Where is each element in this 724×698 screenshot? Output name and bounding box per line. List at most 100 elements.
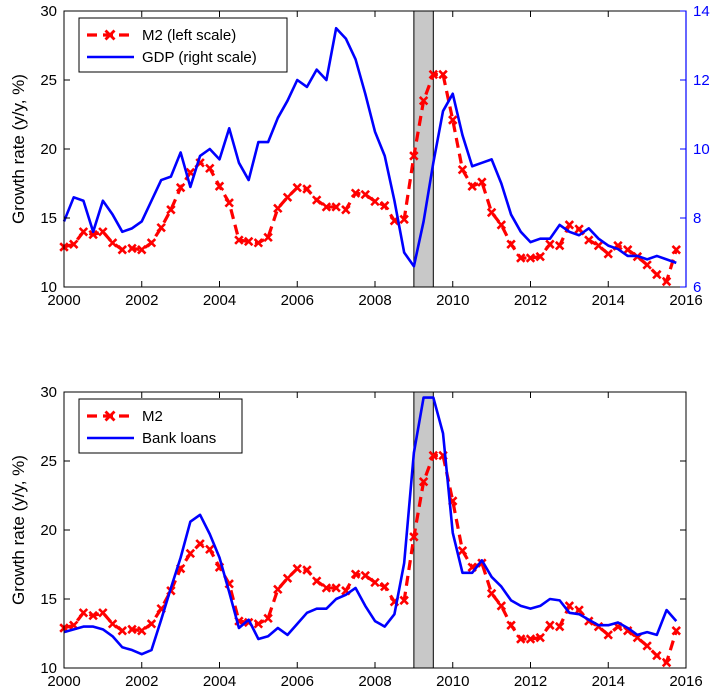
- data-point-m2: [88, 229, 98, 240]
- x-tick-label: 2002: [125, 292, 158, 309]
- data-point-m2: [535, 251, 545, 262]
- data-point-m2: [263, 232, 273, 243]
- x-tick-label: 2014: [592, 673, 625, 690]
- data-point-m2: [428, 69, 439, 80]
- x-tick-label: 2006: [281, 292, 314, 309]
- x-tick-label: 2012: [514, 292, 547, 309]
- data-point-m2: [428, 450, 439, 461]
- y-tick-label: 10: [40, 660, 57, 677]
- data-point-m2: [486, 588, 497, 599]
- data-point-m2: [661, 657, 672, 668]
- y2-tick-label: 10: [693, 141, 710, 158]
- x-tick-label: 2012: [514, 673, 547, 690]
- data-point-m2: [457, 164, 468, 175]
- data-point-m2: [584, 235, 594, 245]
- legend-marker: [104, 29, 116, 41]
- legend-label: GDP (right scale): [142, 49, 257, 66]
- x-tick-label: 2004: [203, 673, 236, 690]
- y-tick-label: 10: [40, 279, 57, 296]
- y-tick-label: 30: [40, 384, 57, 401]
- data-point-m2: [399, 214, 409, 225]
- legend-label: M2 (left scale): [142, 27, 236, 44]
- y2-tick-label: 8: [693, 210, 701, 227]
- y2-tick-label: 6: [693, 279, 701, 296]
- data-point-m2: [253, 619, 264, 629]
- data-point-m2: [321, 583, 332, 593]
- data-point-m2: [311, 195, 322, 205]
- legend: M2 Bank loans: [78, 398, 243, 454]
- data-point-m2: [292, 563, 302, 574]
- data-point-m2: [127, 624, 137, 635]
- data-point-m2: [671, 626, 682, 636]
- data-point-m2: [78, 227, 89, 237]
- series-line-m2: [63, 453, 678, 665]
- y-tick-label: 25: [40, 453, 57, 470]
- data-point-m2: [214, 181, 225, 191]
- data-point-m2: [418, 476, 429, 487]
- data-point-m2: [593, 240, 604, 251]
- legend-box: [78, 17, 288, 73]
- data-point-m2: [409, 151, 419, 161]
- series-line-gdp: [62, 26, 677, 268]
- data-point-m2: [127, 243, 137, 254]
- data-point-m2: [496, 601, 507, 611]
- y-tick-label: 30: [40, 3, 57, 20]
- legend: M2 (left scale) GDP (right scale): [78, 17, 288, 73]
- x-tick-label: 2000: [47, 673, 80, 690]
- data-point-m2: [205, 163, 215, 174]
- data-point-m2: [438, 69, 448, 80]
- data-point-m2: [564, 220, 575, 230]
- chart-1: 2000 2002 2004 2006 2008 2010 2012 2014 20161015…: [9, 3, 710, 309]
- data-point-m2: [370, 577, 380, 588]
- data-point-m2: [399, 595, 409, 606]
- x-tick-label: 2014: [592, 292, 625, 309]
- data-point-m2: [292, 182, 302, 193]
- data-point-m2: [516, 634, 526, 644]
- data-point-m2: [98, 227, 108, 237]
- x-tick-label: 2008: [358, 292, 391, 309]
- data-point-m2: [107, 238, 118, 248]
- data-point-m2: [467, 181, 477, 191]
- data-point-m2: [603, 249, 613, 259]
- data-point-m2: [224, 198, 234, 208]
- legend-marker: [104, 410, 116, 422]
- data-point-m2: [506, 239, 516, 249]
- data-point-m2: [448, 115, 458, 125]
- data-point-m2: [107, 619, 118, 629]
- y-axis-label: Growth rate (y/y, %): [9, 455, 28, 605]
- data-point-m2: [516, 253, 526, 263]
- data-point-m2: [642, 260, 652, 270]
- legend-box: [78, 398, 243, 454]
- data-point-m2: [554, 621, 565, 632]
- y-tick-label: 20: [40, 522, 57, 539]
- legend-label: M2: [142, 408, 163, 425]
- data-point-m2: [525, 634, 536, 644]
- data-point-m2: [282, 573, 293, 584]
- data-point-m2: [205, 544, 215, 555]
- data-point-m2: [156, 222, 166, 233]
- data-point-m2: [661, 276, 672, 287]
- y-tick-label: 15: [40, 591, 57, 608]
- x-tick-label: 2016: [669, 673, 702, 690]
- data-point-m2: [185, 548, 196, 559]
- data-point-m2: [350, 188, 361, 198]
- data-point-m2: [273, 584, 283, 595]
- data-point-m2: [263, 613, 273, 624]
- data-point-m2: [321, 202, 332, 212]
- data-point-m2: [78, 608, 89, 618]
- data-point-m2: [175, 182, 186, 193]
- chart-2: 2000 2002 2004 2006 2008 2010 2012 2014 2016 10 15…: [9, 384, 703, 690]
- data-point-m2: [477, 177, 487, 187]
- data-point-m2: [486, 207, 497, 218]
- x-tick-label: 2004: [203, 292, 236, 309]
- data-point-m2: [574, 224, 584, 234]
- data-point-m2: [234, 235, 244, 245]
- data-point-m2: [554, 240, 565, 251]
- data-point-m2: [195, 539, 205, 549]
- data-point-m2: [273, 203, 283, 214]
- data-point-m2: [166, 205, 176, 215]
- data-point-m2: [525, 253, 536, 263]
- y-tick-label: 25: [40, 72, 57, 89]
- x-tick-label: 2000: [47, 292, 80, 309]
